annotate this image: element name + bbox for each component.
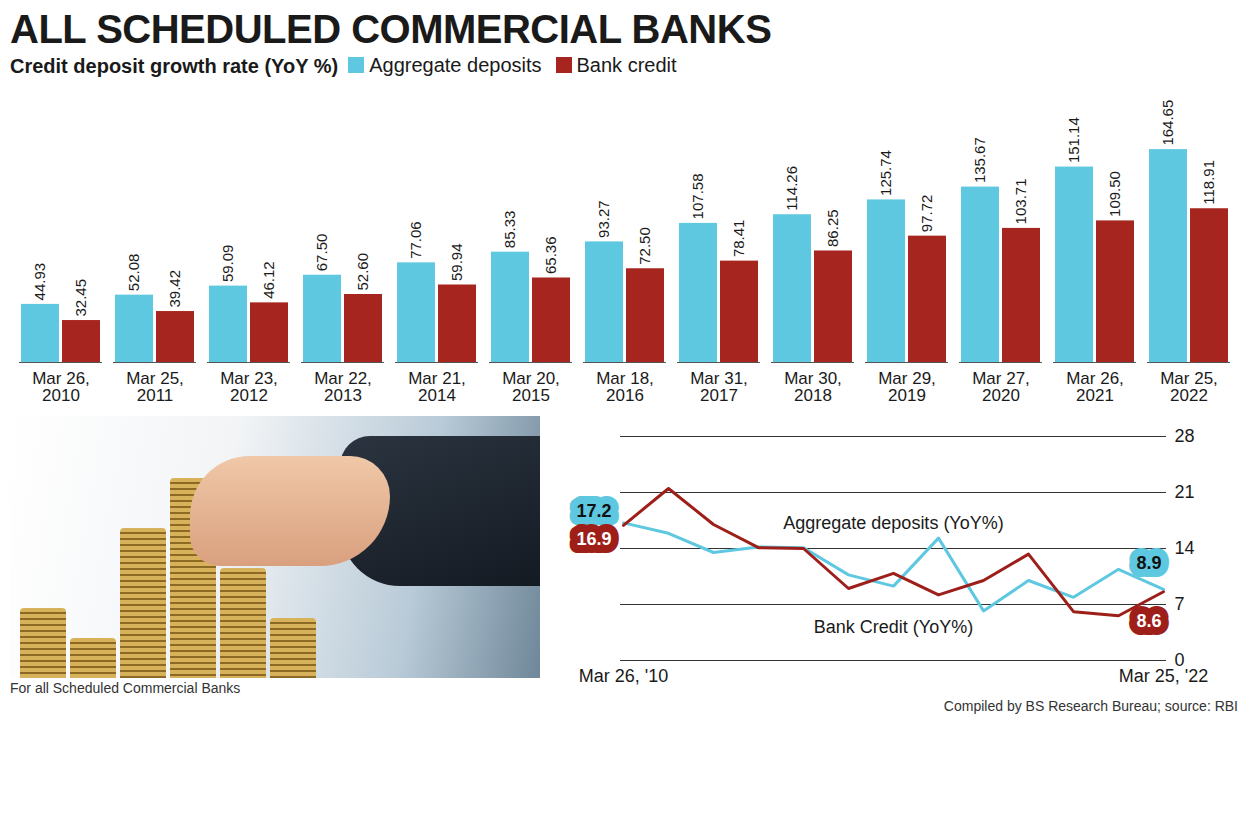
svg-text:Aggregate deposits (YoY%): Aggregate deposits (YoY%) <box>783 513 1003 533</box>
html-text:Compiled by BS Research Bureau: Compiled by BS Research Bureau; source: … <box>943 698 1238 714</box>
svg-text:32.45: 32.45 <box>72 279 89 317</box>
svg-text:Mar 25,2022: Mar 25,2022 <box>1160 369 1218 405</box>
svg-text:52.60: 52.60 <box>354 253 371 291</box>
html-text:Credit deposit growth rate (Yo: Credit deposit growth rate (YoY %) <box>10 54 339 77</box>
svg-text:Mar 27,2020: Mar 27,2020 <box>972 369 1030 405</box>
svg-text:65.36: 65.36 <box>542 236 559 274</box>
svg-text:52.08: 52.08 <box>125 254 142 292</box>
svg-text:Mar 20,2015: Mar 20,2015 <box>502 369 560 405</box>
svg-text:Bank Credit (YoY%): Bank Credit (YoY%) <box>814 617 973 637</box>
html-text:Aggregate deposits: Aggregate deposits <box>369 53 542 76</box>
svg-text:135.67: 135.67 <box>971 137 988 183</box>
svg-text:Mar 26,2021: Mar 26,2021 <box>1066 369 1124 405</box>
svg-text:Mar 21,2014: Mar 21,2014 <box>408 369 466 405</box>
svg-text:7: 7 <box>1175 594 1185 614</box>
svg-text:44.93: 44.93 <box>31 263 48 301</box>
svg-text:Mar 30,2018: Mar 30,2018 <box>784 369 842 405</box>
svg-text:67.50: 67.50 <box>313 234 330 272</box>
svg-text:109.50: 109.50 <box>1106 171 1123 217</box>
svg-text:59.09: 59.09 <box>219 245 236 283</box>
svg-text:8.9: 8.9 <box>1136 553 1161 573</box>
svg-text:Mar 29,2019: Mar 29,2019 <box>878 369 936 405</box>
svg-text:86.25: 86.25 <box>824 209 841 247</box>
svg-text:46.12: 46.12 <box>260 261 277 299</box>
svg-text:Mar 31,2017: Mar 31,2017 <box>690 369 748 405</box>
svg-text:85.33: 85.33 <box>501 211 518 249</box>
svg-text:16.9: 16.9 <box>576 529 611 549</box>
svg-text:14: 14 <box>1175 538 1195 558</box>
svg-text:Mar 18,2016: Mar 18,2016 <box>596 369 654 405</box>
svg-text:77.06: 77.06 <box>407 221 424 259</box>
svg-text:8.6: 8.6 <box>1136 611 1161 631</box>
svg-text:151.14: 151.14 <box>1065 117 1082 163</box>
html-text:ALL SCHEDULED COMMERCIAL BANKS: ALL SCHEDULED COMMERCIAL BANKS <box>10 7 772 51</box>
svg-text:72.50: 72.50 <box>636 227 653 265</box>
svg-text:28: 28 <box>1175 426 1195 446</box>
svg-text:21: 21 <box>1175 482 1195 502</box>
svg-text:Mar 26,2010: Mar 26,2010 <box>32 369 90 405</box>
svg-text:Mar 23,2012: Mar 23,2012 <box>220 369 278 405</box>
svg-text:114.26: 114.26 <box>783 166 800 211</box>
svg-text:97.72: 97.72 <box>918 195 935 233</box>
html-text:For all Scheduled Commercial B: For all Scheduled Commercial Banks <box>10 680 241 696</box>
html-text:Bank credit: Bank credit <box>576 53 677 76</box>
svg-text:93.27: 93.27 <box>595 200 612 238</box>
svg-text:103.71: 103.71 <box>1012 179 1029 225</box>
svg-text:39.42: 39.42 <box>166 270 183 308</box>
svg-text:0: 0 <box>1174 650 1185 671</box>
svg-text:Mar 25,2011: Mar 25,2011 <box>126 369 184 405</box>
svg-text:Mar 25, '22: Mar 25, '22 <box>1119 666 1208 686</box>
svg-text:164.65: 164.65 <box>1159 100 1176 146</box>
svg-text:Mar 26, '10: Mar 26, '10 <box>579 666 668 686</box>
svg-text:59.94: 59.94 <box>448 243 465 281</box>
svg-text:107.58: 107.58 <box>689 174 706 220</box>
svg-text:118.91: 118.91 <box>1200 160 1217 205</box>
svg-text:78.41: 78.41 <box>730 220 747 258</box>
svg-text:Mar 22,2013: Mar 22,2013 <box>314 369 372 405</box>
svg-text:125.74: 125.74 <box>877 150 894 196</box>
svg-text:17.2: 17.2 <box>576 501 611 521</box>
